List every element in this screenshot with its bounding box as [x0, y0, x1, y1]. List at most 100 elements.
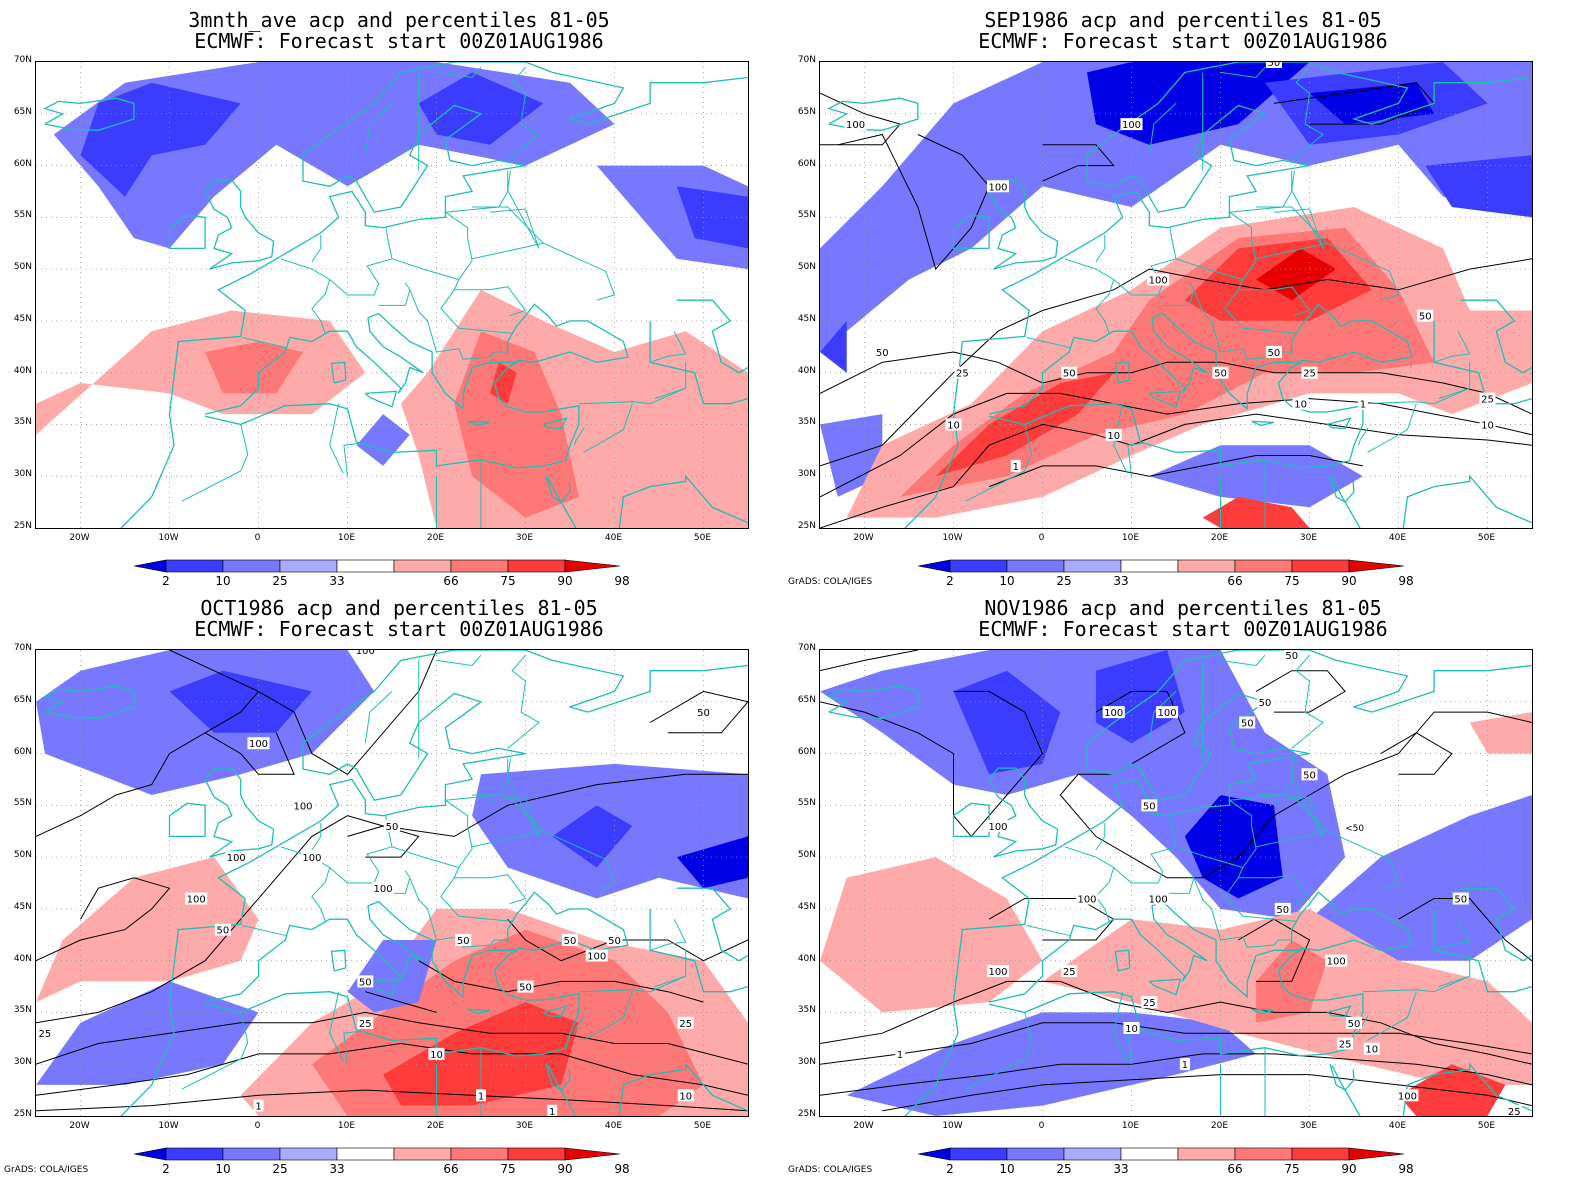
- colorbar-segment: [393, 1147, 452, 1161]
- contour-label-bg: [1417, 309, 1434, 322]
- lon-tick-label: 20E: [426, 1121, 445, 1131]
- contour-line: [418, 960, 704, 1003]
- contour-label-bg: [476, 1089, 486, 1102]
- country-border: [654, 362, 687, 400]
- contour-line: [988, 898, 1115, 941]
- contour-label-bg: [1292, 397, 1309, 410]
- lat-tick-label: 30N: [13, 1057, 32, 1068]
- colorbar-label: 33: [329, 574, 345, 588]
- lon-tick-label: 50E: [1477, 1121, 1496, 1131]
- contour-label-bg: [1105, 428, 1122, 441]
- contour-label: 100: [846, 120, 865, 131]
- country-border: [1026, 337, 1072, 349]
- colorbar-label: 33: [1113, 1162, 1129, 1176]
- colorbar-arrow-left: [918, 559, 951, 573]
- contour-label: 50: [1348, 1019, 1361, 1030]
- contour-label-bg: [225, 851, 248, 864]
- lat-tick-label: 30N: [797, 1057, 816, 1068]
- country-border: [280, 258, 331, 334]
- lat-tick-label: 45N: [797, 313, 816, 324]
- lat-tick-label: 45N: [13, 313, 32, 324]
- contour-label-bg: [1141, 799, 1158, 812]
- coastline: [1251, 420, 1275, 427]
- contour-label: 25: [1339, 1040, 1352, 1051]
- colorbar-segment: [1006, 1147, 1065, 1161]
- contour-label: 100: [1327, 957, 1346, 968]
- lon-tick-label: 10E: [1121, 533, 1140, 543]
- country-border: [573, 427, 585, 446]
- lat-tick-label: 70N: [13, 55, 32, 65]
- panel-title-line1: SEP1986 acp and percentiles 81-05: [984, 8, 1382, 32]
- lon-tick-label: 0: [1038, 1121, 1045, 1131]
- country-border: [1367, 403, 1417, 453]
- contour-line: [1238, 918, 1311, 982]
- lat-tick-label: 70N: [797, 643, 816, 653]
- country-border: [543, 242, 616, 301]
- lon-tick-label: 20W: [69, 533, 90, 543]
- contour-label: 25: [359, 1019, 372, 1030]
- contour-label-bg: [895, 1047, 906, 1060]
- country-border: [1433, 330, 1471, 363]
- contour-label: 25: [1143, 998, 1156, 1009]
- country-border: [1127, 442, 1145, 477]
- contour-label: 100: [302, 853, 321, 864]
- lon-tick-label: 20E: [1210, 533, 1229, 543]
- contour-label-bg: [428, 1047, 445, 1060]
- contour-label-bg: [247, 737, 270, 750]
- colorbar-segment: [336, 559, 395, 573]
- country-border: [311, 234, 322, 263]
- country-border: [1357, 427, 1369, 446]
- contour-line: [820, 1053, 1532, 1096]
- contour-label-bg: [606, 933, 623, 946]
- colorbar-segment: [1120, 1147, 1179, 1161]
- contour-line: [204, 732, 295, 775]
- coastline: [507, 891, 629, 951]
- country-border: [543, 830, 616, 889]
- colorbar-segment: [1291, 559, 1350, 573]
- coastline: [168, 214, 206, 250]
- contour-line: [36, 1089, 748, 1112]
- contour-label-bg: [300, 851, 323, 864]
- colorbar-arrow-left: [918, 1147, 951, 1161]
- country-border: [1148, 691, 1177, 744]
- contour-label-bg: [292, 799, 314, 812]
- lat-tick-label: 50N: [797, 850, 816, 861]
- contour-line: [36, 773, 748, 1024]
- country-border: [391, 758, 509, 869]
- colorbar-segment: [1177, 559, 1236, 573]
- colorbar-label: 75: [1284, 1162, 1300, 1176]
- colorbar-segment: [222, 1147, 281, 1161]
- lon-tick-label: 40E: [1388, 1121, 1407, 1131]
- country-border: [489, 170, 540, 249]
- country-border: [1113, 991, 1128, 1062]
- country-border: [1220, 654, 1266, 667]
- country-border: [364, 691, 393, 744]
- coastline: [120, 1002, 175, 1116]
- lat-tick-label: 65N: [13, 694, 32, 705]
- colorbar-arrow-left: [134, 559, 167, 573]
- country-border: [343, 1030, 361, 1065]
- contour-label-bg: [1357, 397, 1368, 410]
- country-border: [453, 867, 527, 905]
- contour-label-bg: [517, 980, 534, 993]
- colorbar-label: 2: [946, 574, 954, 588]
- contour-label: 10: [1365, 1045, 1378, 1056]
- lat-tick-label: 45N: [13, 901, 32, 912]
- anomaly-shading: [1184, 795, 1283, 899]
- contour-label-bg: [954, 366, 971, 379]
- coastline: [1402, 474, 1532, 528]
- coastline: [204, 900, 580, 1057]
- contour-label-bg: [1452, 892, 1469, 905]
- colorbar-segment: [279, 559, 338, 573]
- contour-label: 25: [39, 1029, 52, 1040]
- country-border: [1095, 234, 1106, 263]
- colorbar-segment: [1291, 1147, 1350, 1161]
- anomaly-shading: [347, 940, 437, 1013]
- lat-tick-label: 65N: [13, 106, 32, 117]
- lon-tick-label: 50E: [693, 533, 712, 543]
- country-border: [343, 442, 361, 477]
- country-border: [1224, 877, 1297, 922]
- colorbar-label: 2: [162, 1162, 170, 1176]
- country-border: [1237, 867, 1311, 905]
- coastline: [988, 312, 1364, 469]
